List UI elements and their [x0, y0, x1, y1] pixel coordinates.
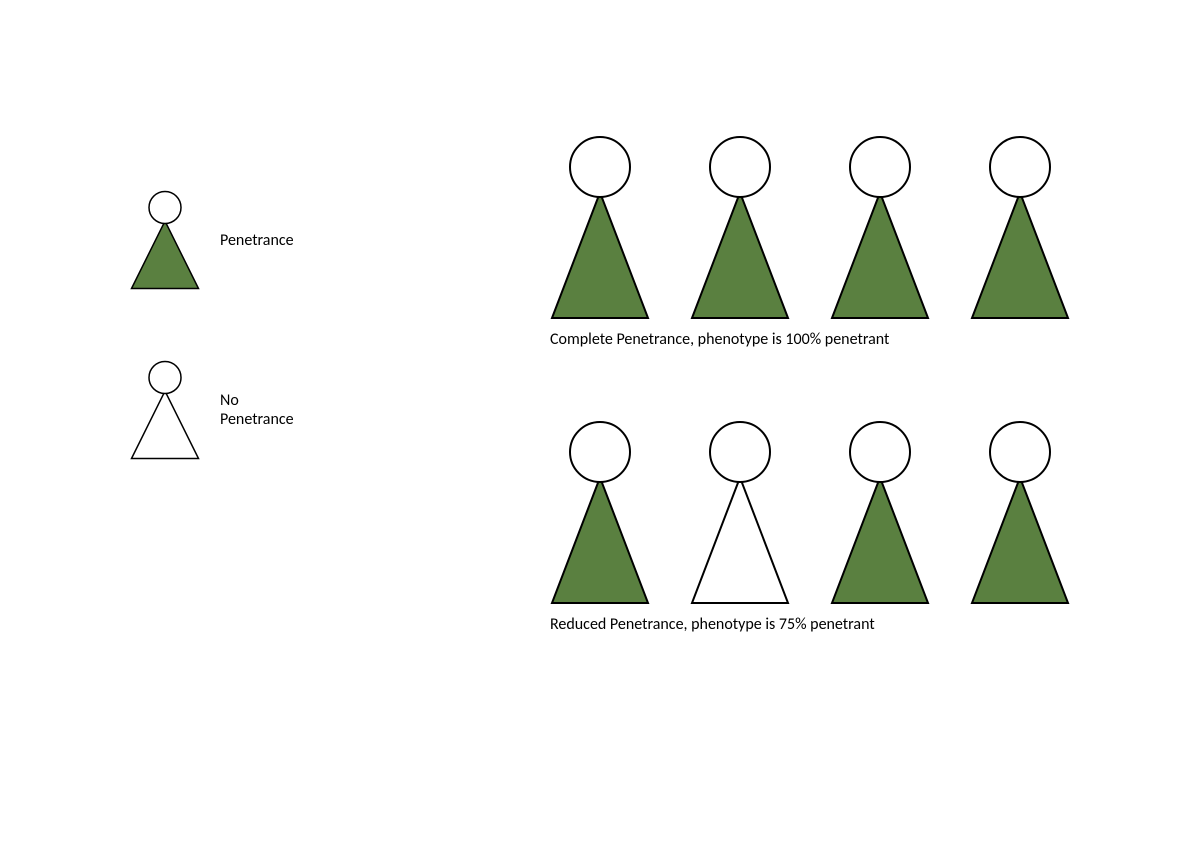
figure-row-reduced — [550, 420, 1070, 605]
person-figure — [830, 420, 930, 605]
figure-row-complete — [550, 135, 1070, 320]
person-figure — [970, 135, 1070, 320]
legend-label-no-penetrance: No Penetrance — [220, 391, 294, 429]
person-figure — [550, 135, 650, 320]
caption-reduced: Reduced Penetrance, phenotype is 75% pen… — [550, 615, 875, 634]
person-figure — [690, 135, 790, 320]
person-figure — [550, 420, 650, 605]
person-figure — [970, 420, 1070, 605]
legend-figure-penetrance — [130, 190, 200, 290]
person-figure — [830, 135, 930, 320]
legend-item-penetrance: Penetrance — [130, 190, 294, 290]
legend-item-no-penetrance: No Penetrance — [130, 360, 294, 460]
legend-label-penetrance: Penetrance — [220, 231, 294, 250]
caption-complete: Complete Penetrance, phenotype is 100% p… — [550, 330, 889, 349]
person-figure — [690, 420, 790, 605]
legend-figure-no-penetrance — [130, 360, 200, 460]
